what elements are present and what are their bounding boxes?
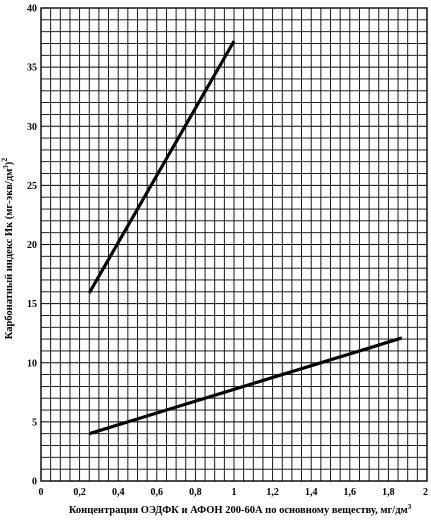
y-axis-title-close-paren: ) [4,161,15,165]
x-axis-title: Концентрация ОЭДФК и АФОН 200-60А по осн… [69,503,412,516]
y-tick-label: 10 [27,358,37,369]
x-tick-label: 0,6 [151,487,164,498]
series-line-2 [88,336,403,436]
y-tick-label: 20 [27,240,37,251]
x-tick-label: 0 [39,487,44,498]
y-tick-label: 25 [27,181,37,192]
x-tick-label: 1,4 [305,487,318,498]
x-tick-label: 1,2 [266,487,279,498]
x-axis-title-superscript: 3 [408,503,412,511]
series-line-1 [87,40,236,294]
x-tick-label: 1,8 [382,487,395,498]
y-tick-labels: 0 5 10 15 20 25 30 35 40 [27,4,37,488]
y-axis-title-text: Карбонатный индекс Ик (мг-экв/дм [4,169,15,340]
y-tick-label: 0 [32,477,37,488]
y-tick-label: 40 [27,4,37,15]
y-tick-label: 15 [27,299,37,310]
y-tick-label: 5 [32,417,37,428]
y-tick-label: 30 [27,122,37,133]
series-group [87,40,403,436]
x-tick-label: 0,2 [73,487,86,498]
x-tick-label: 1,6 [344,487,357,498]
grid [41,8,427,481]
plot-frame [40,7,428,482]
x-tick-label: 2 [423,487,428,498]
y-axis-title-superscript-2: 2 [0,158,9,162]
x-tick-label: 0,8 [189,487,202,498]
y-axis-title: Карбонатный индекс Ик (мг-экв/дм3)2 [0,158,15,340]
y-axis-title-superscript-1: 3 [2,165,10,169]
x-tick-labels: 0 0,2 0,4 0,6 0,8 1 1,2 1,4 1,6 1,8 2 [39,487,429,498]
x-tick-label: 0,4 [112,487,125,498]
x-axis-title-text: Концентрация ОЭДФК и АФОН 200-60А по осн… [69,505,408,516]
x-tick-label: 1 [232,487,237,498]
y-tick-label: 35 [27,63,37,74]
